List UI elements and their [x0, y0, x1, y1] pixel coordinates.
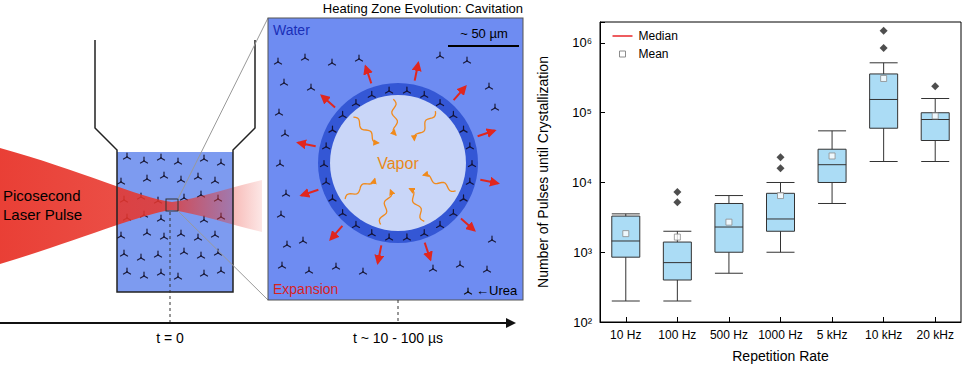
svg-text:Vapor: Vapor [377, 155, 419, 172]
svg-text:20 kHz: 20 kHz [917, 328, 954, 342]
svg-text:Mean: Mean [639, 47, 669, 61]
svg-text:←Urea: ←Urea [476, 283, 518, 298]
svg-text:10 Hz: 10 Hz [610, 328, 641, 342]
svg-text:Water: Water [273, 22, 310, 38]
svg-text:Number of Pulses until Crystal: Number of Pulses until Crystallization [535, 56, 551, 288]
svg-text:Heating Zone Evolution: Cavita: Heating Zone Evolution: Cavitation [323, 1, 523, 16]
svg-text:~ 50 µm: ~ 50 µm [460, 26, 508, 41]
svg-text:1000 Hz: 1000 Hz [758, 328, 803, 342]
svg-text:5 kHz: 5 kHz [817, 328, 848, 342]
svg-text:10³: 10³ [573, 245, 592, 260]
svg-text:t = 0: t = 0 [156, 330, 184, 346]
svg-text:Expansion: Expansion [273, 281, 338, 297]
svg-text:Repetition Rate: Repetition Rate [732, 348, 829, 364]
svg-text:10⁵: 10⁵ [572, 105, 592, 120]
svg-text:Laser Pulse: Laser Pulse [3, 206, 82, 223]
svg-text:Picosecond: Picosecond [3, 187, 81, 204]
svg-text:10 kHz: 10 kHz [865, 328, 902, 342]
svg-text:10²: 10² [573, 315, 592, 330]
svg-text:10⁴: 10⁴ [572, 175, 592, 190]
svg-text:10⁶: 10⁶ [572, 35, 592, 50]
svg-text:100 Hz: 100 Hz [658, 328, 696, 342]
svg-text:Median: Median [639, 29, 678, 43]
svg-text:t ~ 10 - 100 µs: t ~ 10 - 100 µs [353, 330, 443, 346]
svg-text:500 Hz: 500 Hz [710, 328, 748, 342]
